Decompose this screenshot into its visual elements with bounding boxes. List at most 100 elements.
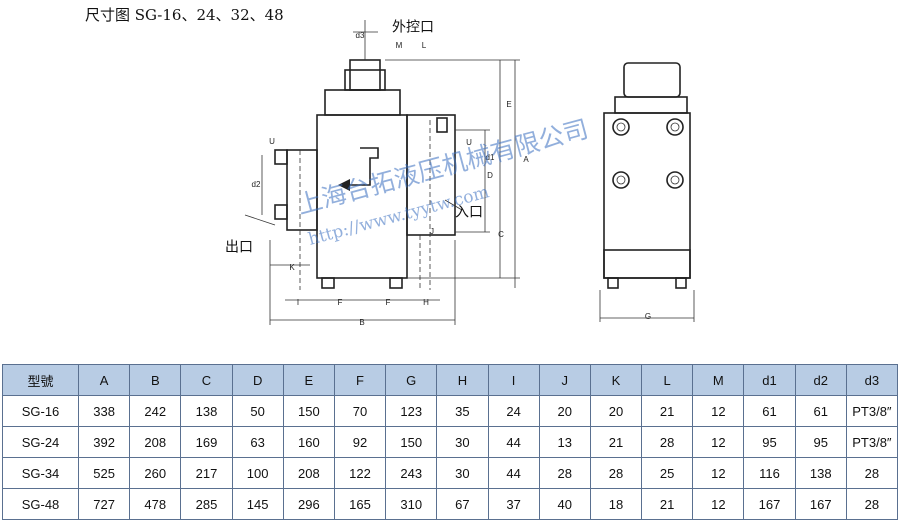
dimension: d1 <box>486 153 495 162</box>
value-cell: 260 <box>129 457 182 489</box>
dimension: H <box>423 298 429 307</box>
value-cell: 21 <box>641 488 694 520</box>
table-row: SG-34 525 260 217 100 208 122 243 30 44 28 28 25 12 11… <box>2 457 899 489</box>
table-row: SG-16 338 242 138 50 150 70 123 35 24 20 20 21 12 61 61… <box>2 395 899 427</box>
dimension: U <box>466 138 472 147</box>
value-cell: 28 <box>589 457 643 489</box>
dimension: J <box>430 227 434 236</box>
column-header: H <box>436 364 489 396</box>
dimension: A <box>523 155 529 164</box>
value-cell: 727 <box>77 488 131 520</box>
column-header: I <box>487 364 540 396</box>
dimension: C <box>498 230 504 239</box>
column-header: F <box>333 364 387 396</box>
value-cell: 30 <box>436 426 489 458</box>
dimension: F <box>386 298 391 307</box>
value-cell: 392 <box>77 426 131 458</box>
column-header: d3 <box>845 364 899 396</box>
value-cell: 165 <box>333 488 387 520</box>
model-cell: SG-34 <box>2 457 79 489</box>
value-cell: 63 <box>231 426 284 458</box>
value-cell: 116 <box>743 457 796 489</box>
value-cell: 28 <box>845 457 899 489</box>
value-cell: 40 <box>538 488 591 520</box>
value-cell: 61 <box>743 395 796 427</box>
column-header: G <box>385 364 438 396</box>
dimension: I <box>297 298 299 307</box>
value-cell: 20 <box>589 395 643 427</box>
value-cell: 12 <box>692 426 745 458</box>
value-cell: PT3/8″ <box>845 426 899 458</box>
dimension: U <box>269 137 275 146</box>
value-cell: 44 <box>487 457 540 489</box>
value-cell: 167 <box>794 488 847 520</box>
value-cell: 525 <box>77 457 131 489</box>
value-cell: 123 <box>385 395 438 427</box>
drawing: d3 M L E A U U d1 D C d2 K I F F H J B G… <box>225 19 695 327</box>
value-cell: 145 <box>231 488 284 520</box>
dimension: L <box>422 41 427 50</box>
title: 尺寸图 SG-16、24、32、48 <box>85 6 284 24</box>
value-cell: 20 <box>538 395 591 427</box>
dimension: D <box>487 171 493 180</box>
value-cell: 285 <box>180 488 233 520</box>
table-row: SG-24 392 208 169 63 160 92 150 30 44 13 21 28 12 95 95… <box>2 426 899 458</box>
dimension: G <box>645 312 651 321</box>
value-cell: 338 <box>77 395 131 427</box>
value-cell: 92 <box>333 426 387 458</box>
value-cell: PT3/8″ <box>845 395 899 427</box>
dimension: K <box>289 263 295 272</box>
value-cell: 478 <box>129 488 182 520</box>
port-label: 出口 <box>225 239 253 255</box>
value-cell: 12 <box>692 457 745 489</box>
value-cell: 208 <box>282 457 335 489</box>
value-cell: 21 <box>589 426 643 458</box>
value-cell: 35 <box>436 395 489 427</box>
value-cell: 95 <box>743 426 796 458</box>
column-header: 型號 <box>2 364 79 396</box>
value-cell: 296 <box>282 488 335 520</box>
value-cell: 12 <box>692 488 745 520</box>
value-cell: 67 <box>436 488 489 520</box>
dimension: B <box>359 318 364 327</box>
value-cell: 37 <box>487 488 540 520</box>
column-header: K <box>589 364 643 396</box>
value-cell: 25 <box>641 457 694 489</box>
column-header: d2 <box>794 364 847 396</box>
value-cell: 21 <box>641 395 694 427</box>
value-cell: 12 <box>692 395 745 427</box>
value-cell: 150 <box>385 426 438 458</box>
value-cell: 169 <box>180 426 233 458</box>
value-cell: 217 <box>180 457 233 489</box>
value-cell: 24 <box>487 395 540 427</box>
value-cell: 150 <box>282 395 335 427</box>
value-cell: 18 <box>589 488 643 520</box>
table-row: SG-48 727 478 285 145 296 165 310 67 37 40 18 21 12 16… <box>2 488 899 520</box>
column-header: J <box>538 364 591 396</box>
column-header: d1 <box>743 364 796 396</box>
value-cell: 50 <box>231 395 284 427</box>
value-cell: 138 <box>180 395 233 427</box>
column-header: L <box>641 364 694 396</box>
column-header: M <box>692 364 745 396</box>
value-cell: 28 <box>538 457 591 489</box>
value-cell: 28 <box>845 488 899 520</box>
value-cell: 310 <box>385 488 438 520</box>
value-cell: 167 <box>743 488 796 520</box>
dimension: F <box>338 298 343 307</box>
value-cell: 138 <box>794 457 847 489</box>
page: 尺寸图 SG-16、24、32、48 <box>2 6 899 520</box>
model-cell: SG-16 <box>2 395 79 427</box>
value-cell: 95 <box>794 426 847 458</box>
value-cell: 30 <box>436 457 489 489</box>
value-cell: 243 <box>385 457 438 489</box>
column-header: E <box>282 364 335 396</box>
model-cell: SG-48 <box>2 488 79 520</box>
port-label: 入口 <box>455 204 483 220</box>
value-cell: 208 <box>129 426 182 458</box>
value-cell: 122 <box>333 457 387 489</box>
side-view <box>599 62 695 322</box>
value-cell: 70 <box>333 395 387 427</box>
value-cell: 13 <box>538 426 591 458</box>
